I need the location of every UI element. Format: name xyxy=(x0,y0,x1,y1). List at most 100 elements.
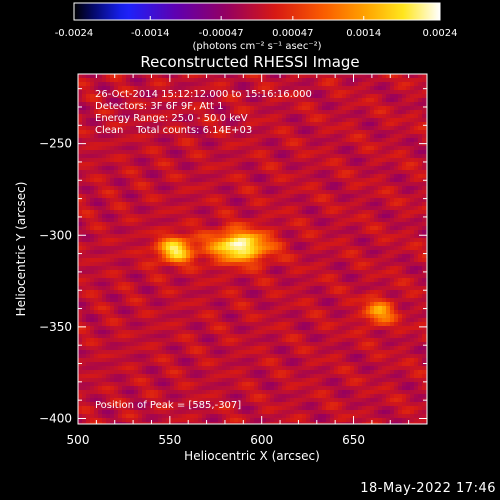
heatmap-cell xyxy=(386,282,391,287)
heatmap-cell xyxy=(166,150,171,155)
heatmap-cell xyxy=(366,90,371,95)
heatmap-cell xyxy=(102,90,107,95)
heatmap-cell xyxy=(290,250,295,255)
heatmap-cell xyxy=(326,74,331,79)
heatmap-cell xyxy=(102,258,107,263)
heatmap-cell xyxy=(302,182,307,187)
heatmap-cell xyxy=(194,154,199,159)
heatmap-cell xyxy=(402,278,407,283)
heatmap-cell xyxy=(250,230,255,235)
heatmap-cell xyxy=(242,266,247,271)
heatmap-cell xyxy=(98,146,103,151)
heatmap-cell xyxy=(226,282,231,287)
heatmap-cell xyxy=(82,222,87,227)
heatmap-cell xyxy=(254,294,259,299)
heatmap-cell xyxy=(94,98,99,103)
heatmap-cell xyxy=(374,274,379,279)
heatmap-cell xyxy=(262,182,267,187)
heatmap-cell xyxy=(118,146,123,151)
heatmap-cell xyxy=(418,90,423,95)
heatmap-cell xyxy=(302,242,307,247)
heatmap-cell xyxy=(222,226,227,231)
heatmap-cell xyxy=(222,278,227,283)
heatmap-cell xyxy=(202,258,207,263)
heatmap-cell xyxy=(370,82,375,87)
heatmap-cell xyxy=(310,202,315,207)
heatmap-cell xyxy=(102,210,107,215)
heatmap-cell xyxy=(226,110,231,115)
heatmap-cell xyxy=(254,234,259,239)
heatmap-cell xyxy=(258,90,263,95)
heatmap-cell xyxy=(102,218,107,223)
heatmap-cell xyxy=(410,118,415,123)
heatmap-cell xyxy=(294,158,299,163)
heatmap-cell xyxy=(238,278,243,283)
heatmap-cell xyxy=(246,98,251,103)
heatmap-cell xyxy=(270,274,275,279)
heatmap-cell xyxy=(326,150,331,155)
heatmap-cell xyxy=(162,150,167,155)
heatmap-cell xyxy=(246,74,251,79)
heatmap-cell xyxy=(306,106,311,111)
heatmap-cell xyxy=(202,290,207,295)
heatmap-cell xyxy=(378,234,383,239)
heatmap-cell xyxy=(382,254,387,259)
heatmap-cell xyxy=(314,274,319,279)
heatmap-cell xyxy=(386,174,391,179)
heatmap-cell xyxy=(362,114,367,119)
heatmap-cell xyxy=(94,270,99,275)
heatmap-cell xyxy=(202,294,207,299)
heatmap-cell xyxy=(366,262,371,267)
heatmap-cell xyxy=(298,194,303,199)
heatmap-cell xyxy=(166,118,171,123)
heatmap-cell xyxy=(326,258,331,263)
heatmap-cell xyxy=(126,290,131,295)
heatmap-cell xyxy=(226,242,231,247)
heatmap-cell xyxy=(402,146,407,151)
heatmap-cell xyxy=(182,78,187,83)
heatmap-cell xyxy=(78,170,83,175)
heatmap-cell xyxy=(254,78,259,83)
heatmap-cell xyxy=(138,202,143,207)
heatmap-cell xyxy=(354,134,359,139)
heatmap-cell xyxy=(82,122,87,127)
heatmap-cell xyxy=(106,166,111,171)
heatmap-cell xyxy=(158,134,163,139)
heatmap-cell xyxy=(86,74,91,79)
heatmap-cell xyxy=(378,138,383,143)
heatmap-cell xyxy=(422,118,427,123)
heatmap-cell xyxy=(130,250,135,255)
heatmap-cell xyxy=(210,98,215,103)
heatmap-cell xyxy=(138,294,143,299)
heatmap-cell xyxy=(194,114,199,119)
heatmap-cell xyxy=(158,258,163,263)
colorbar-tick-label: -0.00047 xyxy=(199,28,244,39)
heatmap-cell xyxy=(322,82,327,87)
heatmap-cell xyxy=(230,270,235,275)
heatmap-cell xyxy=(150,102,155,107)
heatmap-cell xyxy=(290,226,295,231)
heatmap-cell xyxy=(98,226,103,231)
heatmap-cell xyxy=(338,262,343,267)
heatmap-cell xyxy=(178,182,183,187)
heatmap-cell xyxy=(322,198,327,203)
heatmap-cell xyxy=(286,230,291,235)
heatmap-cell xyxy=(406,150,411,155)
heatmap-cell xyxy=(118,150,123,155)
heatmap-cell xyxy=(222,134,227,139)
heatmap-cell xyxy=(354,174,359,179)
heatmap-cell xyxy=(342,166,347,171)
heatmap-cell xyxy=(150,194,155,199)
heatmap-cell xyxy=(206,118,211,123)
heatmap-cell xyxy=(338,238,343,243)
heatmap-cell xyxy=(362,178,367,183)
heatmap-cell xyxy=(170,150,175,155)
heatmap-cell xyxy=(230,138,235,143)
heatmap-cell xyxy=(286,142,291,147)
heatmap-cell xyxy=(354,198,359,203)
heatmap-cell xyxy=(118,274,123,279)
heatmap-cell xyxy=(234,90,239,95)
heatmap-cell xyxy=(162,174,167,179)
heatmap-cell xyxy=(346,214,351,219)
heatmap-cell xyxy=(278,146,283,151)
